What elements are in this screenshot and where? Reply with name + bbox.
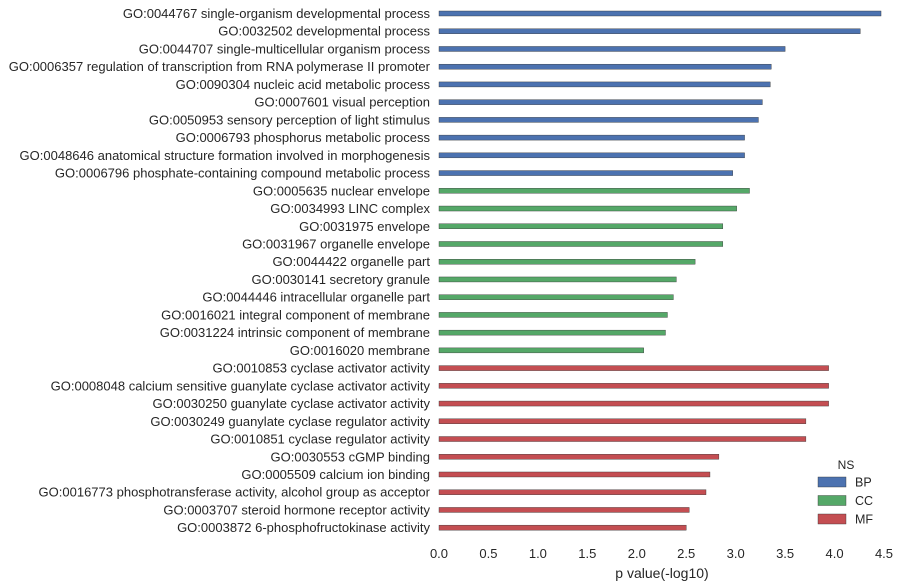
x-tick-label-2: 1.0 [529,546,547,561]
bar-2 [438,28,861,34]
category-label-24: GO:0030249 guanylate cyclase regulator a… [150,414,430,429]
bar-24 [438,418,807,424]
bar-26 [438,454,720,460]
x-tick-label-3: 1.5 [578,546,596,561]
bar-30 [438,524,687,531]
bar-17 [438,294,674,300]
category-label-4: GO:0006357 regulation of transcription f… [9,59,431,74]
category-label-21: GO:0010853 cyclase activator activity [213,361,431,376]
x-tick-label-6: 3.0 [727,546,745,561]
category-label-12: GO:0034993 LINC complex [270,201,430,216]
bar-23 [438,400,829,407]
bar-6 [438,99,763,105]
category-label-9: GO:0048646 anatomical structure formatio… [20,148,431,163]
x-tick-label-5: 2.5 [677,546,695,561]
category-label-18: GO:0016021 integral component of membran… [161,307,430,322]
bar-5 [438,81,771,88]
legend-label-mf: MF [855,513,873,527]
x-tick-label-1: 0.5 [479,546,497,561]
x-tick-label-7: 3.5 [776,546,794,561]
category-label-7: GO:0050953 sensory perception of light s… [149,112,431,127]
bar-29 [438,507,690,513]
legend: NS BP CC MF [817,458,873,527]
bar-7 [438,117,759,123]
legend-label-cc: CC [855,494,873,508]
category-label-28: GO:0016773 phosphotransferase activity, … [39,485,431,500]
bar-1 [438,10,882,17]
bar-10 [438,170,733,176]
x-axis-title: p value(-log10) [615,565,708,581]
legend-swatch-cc [817,495,847,506]
legend-label-bp: BP [855,476,872,490]
bar-18 [438,312,668,318]
category-label-27: GO:0005509 calcium ion binding [241,467,430,482]
category-label-19: GO:0031224 intrinsic component of membra… [160,325,430,340]
bar-9 [438,152,745,159]
x-axis-ticks: 0.0 0.5 1.0 1.5 2.0 2.5 3.0 3.5 4.0 4.5 [430,546,893,561]
bar-4 [438,63,772,70]
bar-14 [438,241,724,247]
category-label-6: GO:0007601 visual perception [254,95,430,110]
category-label-10: GO:0006796 phosphate-containing compound… [55,166,431,181]
category-label-29: GO:0003707 steroid hormone receptor acti… [163,502,430,517]
category-label-14: GO:0031967 organelle envelope [242,236,430,251]
category-label-20: GO:0016020 membrane [290,343,430,358]
bar-13 [438,223,724,229]
bar-25 [438,436,807,442]
x-tick-label-0: 0.0 [430,546,448,561]
bar-15 [438,259,696,265]
category-labels: GO:0044767 single-organism developmental… [9,6,431,535]
category-label-5: GO:0090304 nucleic acid metabolic proces… [176,77,431,92]
bars-layer [438,10,882,531]
legend-title: NS [838,458,855,472]
category-label-16: GO:0030141 secretory granule [252,272,431,287]
category-label-22: GO:0008048 calcium sensitive guanylate c… [51,378,431,393]
category-label-25: GO:0010851 cyclase regulator activity [210,432,430,447]
bar-20 [438,347,644,354]
category-label-26: GO:0030553 cGMP binding [271,449,430,464]
bar-8 [438,134,745,141]
category-label-17: GO:0044446 intracellular organelle part [202,290,430,305]
legend-swatch-mf [817,513,847,525]
bar-21 [438,365,829,371]
category-label-23: GO:0030250 guanylate cyclase activator a… [153,396,431,411]
category-label-1: GO:0044767 single-organism developmental… [123,6,431,21]
category-label-30: GO:0003872 6-phosphofructokinase activit… [177,520,430,535]
category-label-8: GO:0006793 phosphorus metabolic process [176,130,431,145]
bar-28 [438,489,707,495]
category-label-13: GO:0031975 envelope [299,219,430,234]
category-label-11: GO:0005635 nuclear envelope [253,183,430,198]
bar-3 [438,46,786,52]
bar-27 [438,471,711,478]
x-tick-label-9: 4.5 [875,546,893,561]
category-label-2: GO:0032502 developmental process [218,24,430,39]
legend-entries: BP CC MF [817,476,873,527]
x-tick-label-8: 4.0 [826,546,844,561]
legend-swatch-bp [817,476,847,488]
bar-12 [438,205,737,212]
bar-19 [438,329,666,336]
category-label-3: GO:0044707 single-multicellular organism… [139,41,431,56]
category-label-15: GO:0044422 organelle part [272,254,430,269]
bar-22 [438,383,829,389]
x-tick-label-4: 2.0 [628,546,646,561]
bar-16 [438,276,677,283]
bar-11 [438,188,750,194]
